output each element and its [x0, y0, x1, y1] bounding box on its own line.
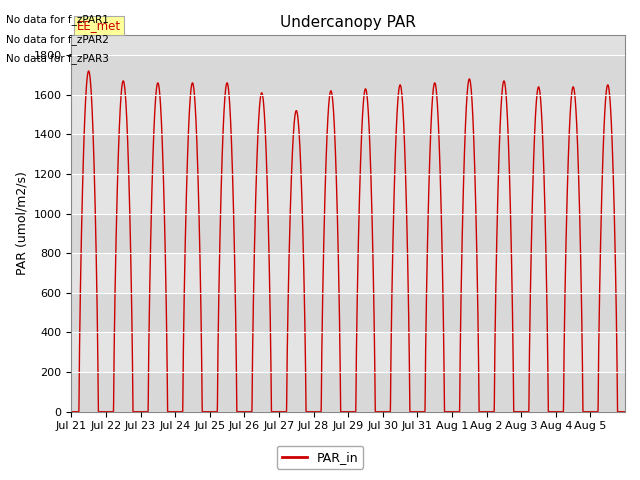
- Bar: [72, 372, 625, 412]
- Bar: [72, 134, 625, 174]
- Text: EE_met: EE_met: [77, 19, 121, 32]
- Text: No data for f_zPAR2: No data for f_zPAR2: [6, 34, 109, 45]
- Bar: [72, 293, 625, 333]
- Text: No data for f_zPAR3: No data for f_zPAR3: [6, 53, 109, 64]
- Y-axis label: PAR (umol/m2/s): PAR (umol/m2/s): [15, 171, 28, 276]
- Bar: [72, 253, 625, 293]
- Text: No data for f_zPAR1: No data for f_zPAR1: [6, 14, 109, 25]
- Bar: [72, 174, 625, 214]
- Legend: PAR_in: PAR_in: [276, 446, 364, 469]
- Title: Undercanopy PAR: Undercanopy PAR: [280, 15, 416, 30]
- Bar: [72, 55, 625, 95]
- Bar: [72, 333, 625, 372]
- Bar: [72, 214, 625, 253]
- Bar: [72, 95, 625, 134]
